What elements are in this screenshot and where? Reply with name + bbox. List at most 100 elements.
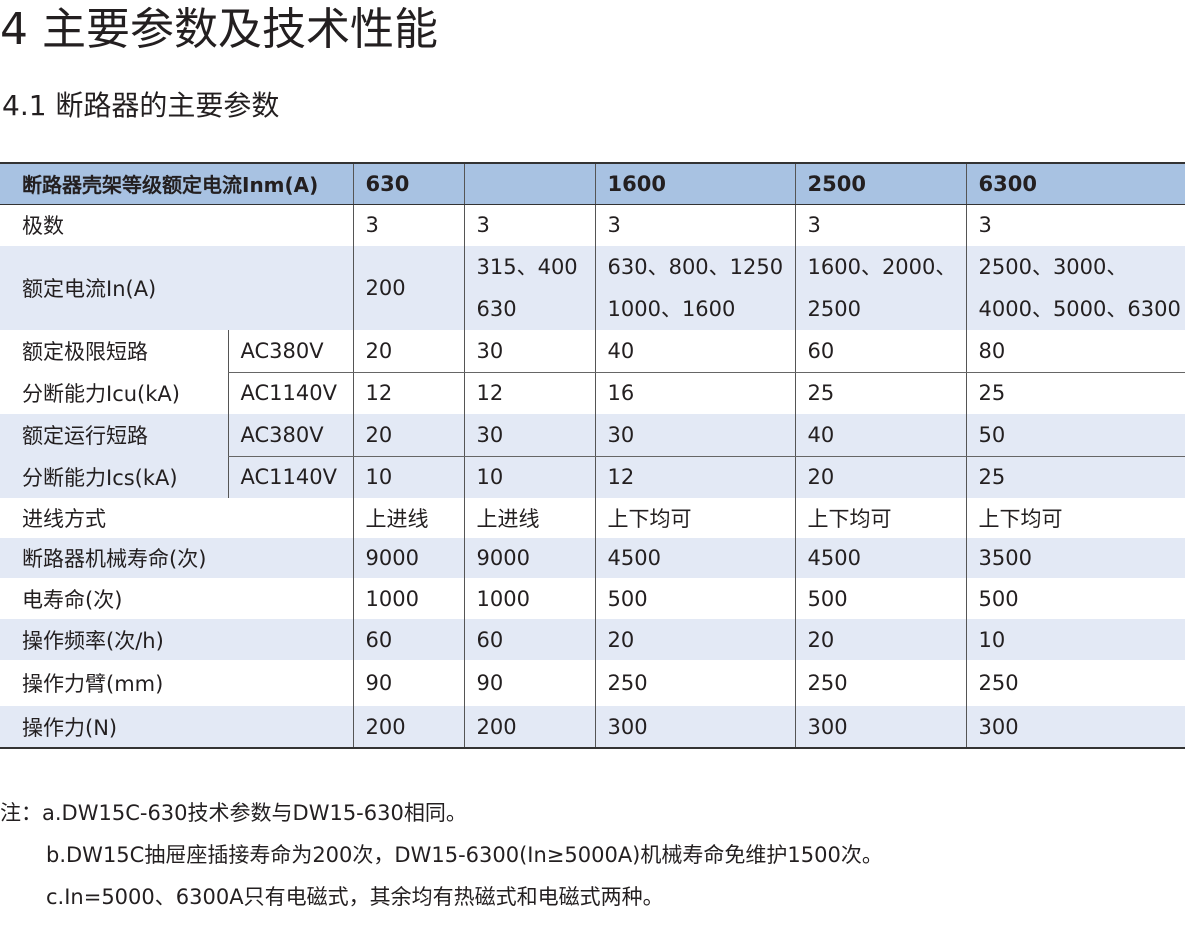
row-label: 分断能力Icu(kA) [22, 382, 180, 406]
table-cell: 250 [794, 660, 966, 706]
table-cell: 630、800、1250 1000、1600 [594, 246, 795, 330]
table-row: 进线方式 上进线 上进线 上下均可 上下均可 上下均可 [0, 498, 1185, 538]
page-title: 4 主要参数及技术性能 [0, 4, 438, 55]
row-label: 操作频率(次/h) [0, 619, 353, 660]
table-cell: 20 [594, 619, 795, 660]
row-label: 额定电流In(A) [0, 246, 353, 330]
table-cell: 200 [463, 706, 595, 749]
table-cell: 上下均可 [965, 498, 1185, 538]
cell-line: 200 [365, 276, 406, 300]
table-row: 额定极限短路 AC380V 20 30 40 60 80 [0, 330, 1185, 373]
table-row: 分断能力Icu(kA) AC1140V 12 12 16 25 25 [0, 372, 1185, 414]
table-cell: 10 [463, 456, 595, 498]
notes: 注：a.DW15C-630技术参数与DW15-630相同。 b.DW15C抽屉座… [0, 792, 883, 918]
row-label: 进线方式 [22, 507, 106, 531]
table-cell: 9000 [463, 538, 595, 578]
table-row: 分断能力Ics(kA) AC1140V 10 10 12 20 25 [0, 456, 1185, 498]
cell-line: 1600、2000、 [807, 255, 957, 279]
table-cell: 500 [965, 578, 1185, 619]
table-cell: 上下均可 [594, 498, 795, 538]
table-cell: 3 [463, 204, 595, 246]
table-cell: 90 [463, 660, 595, 706]
header-label: 断路器壳架等级额定电流Inm(A) [0, 162, 353, 205]
table-cell: 30 [463, 414, 595, 457]
cell-line: 2500、3000、 [978, 255, 1128, 279]
table-cell: 12 [463, 372, 595, 414]
row-label: 操作力臂(mm) [22, 672, 164, 696]
table-cell: 2500、3000、 4000、5000、6300 [965, 246, 1185, 330]
table-cell: 25 [794, 372, 966, 414]
table-cell: 20 [794, 619, 966, 660]
table-cell: 200 [352, 246, 464, 330]
voltage-label: AC1140V [227, 456, 353, 498]
table-cell: 20 [794, 456, 966, 498]
row-label: 断路器机械寿命(次) [0, 538, 353, 578]
row-label: 操作力(N) [0, 706, 353, 749]
table-cell: 12 [594, 456, 795, 498]
table-cell: 40 [794, 414, 966, 457]
section-title: 4.1 断路器的主要参数 [2, 89, 280, 122]
cell-line: 2500 [807, 297, 861, 321]
note-c: c.In=5000、6300A只有电磁式，其余均有热磁式和电磁式两种。 [46, 885, 664, 909]
cell-line: 1000、1600 [607, 297, 736, 321]
table-row: 断路器机械寿命(次) 9000 9000 4500 4500 3500 [0, 538, 1185, 578]
row-label: 分断能力Ics(kA) [0, 456, 228, 498]
table-cell: 60 [463, 619, 595, 660]
table-cell: 16 [594, 372, 795, 414]
table-cell: 30 [594, 414, 795, 457]
row-label: 电寿命(次) [22, 587, 123, 612]
cell-line: 4000、5000、6300 [978, 297, 1181, 321]
cell-line: 630 [476, 297, 517, 321]
table-cell: 上进线 [463, 498, 595, 538]
header-cell: 2500 [794, 162, 966, 205]
table-cell: 20 [352, 414, 464, 457]
note-a: 注：a.DW15C-630技术参数与DW15-630相同。 [0, 801, 467, 825]
table-cell: 300 [794, 706, 966, 749]
table-cell: 4500 [794, 538, 966, 578]
table-cell: 30 [463, 330, 595, 373]
table-cell: 9000 [352, 538, 464, 578]
table-row: 额定电流In(A) 200 315、400 630 630、800、1250 100… [0, 246, 1185, 330]
table-cell: 4500 [594, 538, 795, 578]
table-cell: 10 [965, 619, 1185, 660]
row-label: 额定极限短路 [22, 340, 148, 364]
header-cell: 1600 [594, 162, 795, 205]
table-cell: 3 [965, 204, 1185, 246]
row-label: 额定运行短路 [0, 414, 228, 456]
header-cell: 6300 [965, 162, 1185, 205]
table-row: 极数 3 3 3 3 3 [0, 204, 1185, 246]
table-row: 操作力臂(mm) 90 90 250 250 250 [0, 660, 1185, 706]
table-row: 额定运行短路 AC380V 20 30 30 40 50 [0, 414, 1185, 457]
table-cell: 500 [794, 578, 966, 619]
table-cell: 250 [965, 660, 1185, 706]
table-cell: 3 [352, 204, 464, 246]
table-cell: 12 [352, 372, 464, 414]
table-row: 操作力(N) 200 200 300 300 300 [0, 706, 1185, 749]
table-cell: 10 [352, 456, 464, 498]
table-cell: 25 [965, 372, 1185, 414]
table-cell: 3 [594, 204, 795, 246]
table-cell: 60 [352, 619, 464, 660]
row-label: 极数 [22, 214, 64, 239]
header-cell [463, 162, 595, 205]
table-cell: 40 [594, 330, 795, 373]
table-header-row: 断路器壳架等级额定电流Inm(A) 630 1600 2500 6300 [0, 162, 1185, 205]
table-row: 电寿命(次) 1000 1000 500 500 500 [0, 578, 1185, 619]
note-b: b.DW15C抽屉座插接寿命为200次，DW15-6300(In≥5000A)机… [46, 843, 883, 867]
voltage-label: AC380V [227, 330, 353, 373]
table-row: 操作频率(次/h) 60 60 20 20 10 [0, 619, 1185, 660]
voltage-label: AC1140V [227, 372, 353, 414]
header-cell: 630 [352, 162, 464, 205]
table-cell: 500 [594, 578, 795, 619]
parameters-table: 断路器壳架等级额定电流Inm(A) 630 1600 2500 6300 极数 … [0, 162, 1185, 749]
table-cell: 250 [594, 660, 795, 706]
table-cell: 上进线 [352, 498, 464, 538]
table-cell: 3500 [965, 538, 1185, 578]
table-cell: 90 [352, 660, 464, 706]
table-cell: 1600、2000、 2500 [794, 246, 966, 330]
table-cell: 200 [352, 706, 464, 749]
table-cell: 315、400 630 [463, 246, 595, 330]
voltage-label: AC380V [227, 414, 353, 457]
table-cell: 3 [794, 204, 966, 246]
table-cell: 25 [965, 456, 1185, 498]
